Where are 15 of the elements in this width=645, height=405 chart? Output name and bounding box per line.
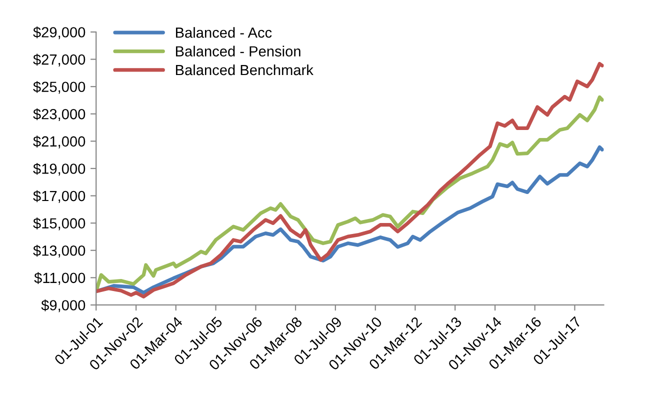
y-tick-label: $27,000 — [33, 54, 86, 66]
y-tick-label: $13,000 — [33, 244, 86, 258]
y-tick-label: $17,000 — [33, 190, 86, 203]
line-series — [96, 62, 604, 298]
y-tick-label: $19,000 — [33, 162, 86, 176]
y-tick-label: $21,000 — [33, 136, 86, 148]
legend-label: Balanced - Pension — [176, 46, 300, 57]
y-tick-label: $23,000 — [33, 108, 86, 122]
y-tick-label: $25,000 — [33, 81, 86, 94]
legend-label: Balanced Benchmark — [176, 64, 314, 76]
y-tick-label: $29,000 — [33, 26, 86, 40]
legend-label: Balanced - Acc — [176, 27, 272, 38]
y-tick-label: $15,000 — [33, 218, 86, 230]
y-tick-label: $11,000 — [34, 272, 86, 285]
y-tick-label: $9,000 — [41, 299, 86, 312]
